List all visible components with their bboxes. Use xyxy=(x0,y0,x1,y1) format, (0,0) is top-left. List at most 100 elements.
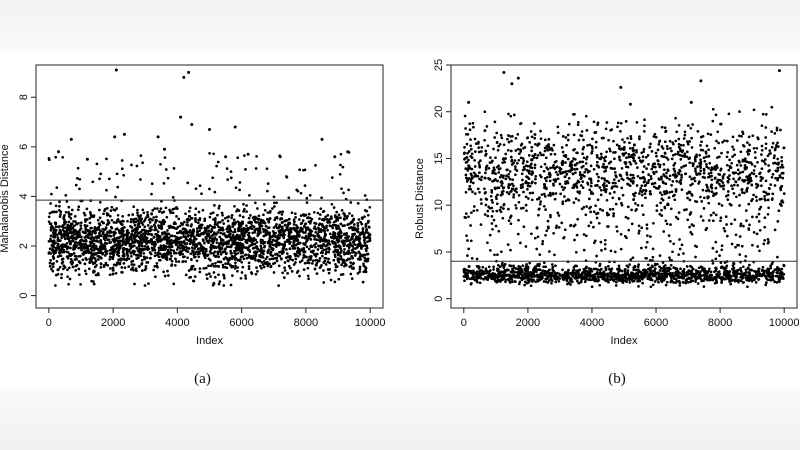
data-point xyxy=(153,225,157,229)
data-point xyxy=(487,270,491,274)
data-point xyxy=(71,265,75,269)
data-point xyxy=(111,238,115,241)
data-point xyxy=(699,169,703,173)
data-point xyxy=(117,229,121,232)
data-point xyxy=(338,254,342,257)
data-point xyxy=(175,231,179,235)
data-point xyxy=(488,233,492,237)
data-point xyxy=(260,246,263,250)
data-point xyxy=(708,161,712,165)
data-point xyxy=(55,247,58,250)
data-point xyxy=(136,211,139,215)
data-point xyxy=(157,246,161,250)
data-point xyxy=(575,184,578,188)
data-point xyxy=(663,192,667,196)
data-point xyxy=(86,249,90,253)
data-point xyxy=(468,185,472,188)
data-point xyxy=(605,121,609,124)
data-point xyxy=(141,161,144,165)
data-point xyxy=(640,226,644,230)
data-point xyxy=(647,179,651,182)
data-point xyxy=(525,175,528,178)
data-point xyxy=(760,167,764,171)
data-point xyxy=(510,139,513,143)
data-point xyxy=(514,165,517,168)
data-point xyxy=(182,245,185,248)
data-point xyxy=(290,211,294,215)
data-point xyxy=(206,253,210,257)
data-point xyxy=(652,165,655,169)
data-point xyxy=(126,253,130,257)
data-point xyxy=(63,220,66,224)
data-point xyxy=(642,188,645,192)
data-point xyxy=(586,183,590,186)
data-point xyxy=(761,265,765,269)
data-point xyxy=(70,208,74,212)
data-point xyxy=(111,269,115,272)
data-point xyxy=(729,282,733,286)
data-point xyxy=(745,175,748,179)
data-point xyxy=(135,230,139,234)
data-point xyxy=(73,215,77,218)
data-point xyxy=(508,216,512,219)
data-point xyxy=(319,265,322,269)
data-point xyxy=(90,214,93,218)
data-point xyxy=(102,237,106,241)
plot-frame xyxy=(450,64,798,309)
data-point xyxy=(334,269,337,272)
data-point xyxy=(199,232,202,236)
data-point xyxy=(192,253,196,257)
data-point xyxy=(88,257,91,261)
data-point xyxy=(649,175,653,178)
data-point xyxy=(247,234,250,237)
data-point xyxy=(674,152,677,156)
data-point xyxy=(557,214,561,217)
data-point xyxy=(208,215,212,219)
data-point xyxy=(244,274,247,277)
data-point xyxy=(247,265,251,268)
data-point xyxy=(728,280,731,283)
data-point xyxy=(271,254,275,258)
data-point xyxy=(248,255,252,258)
data-point xyxy=(251,231,255,235)
data-point xyxy=(54,225,58,229)
data-point xyxy=(134,217,138,221)
data-point xyxy=(85,258,88,261)
data-point xyxy=(266,240,270,244)
data-point xyxy=(120,223,124,226)
data-point xyxy=(135,257,139,260)
data-point xyxy=(335,238,339,242)
data-point xyxy=(685,192,689,195)
data-point xyxy=(347,245,351,249)
data-point xyxy=(230,216,233,220)
data-point xyxy=(628,141,631,145)
data-point xyxy=(651,255,655,259)
data-point xyxy=(187,233,190,237)
data-point xyxy=(194,237,198,241)
data-point xyxy=(533,166,537,170)
data-point xyxy=(74,255,78,258)
data-point xyxy=(327,246,331,250)
data-point xyxy=(284,256,288,259)
data-point xyxy=(249,214,252,217)
data-point xyxy=(69,257,73,261)
data-point xyxy=(543,149,547,153)
data-point xyxy=(183,230,187,234)
data-point xyxy=(292,243,296,247)
data-point xyxy=(237,228,241,232)
data-point xyxy=(150,192,153,196)
data-point xyxy=(207,272,211,276)
data-point xyxy=(575,181,579,185)
data-point xyxy=(359,220,362,224)
data-point xyxy=(125,231,129,235)
data-point xyxy=(332,231,335,234)
data-point xyxy=(508,170,512,173)
data-point xyxy=(591,147,594,150)
data-point xyxy=(598,208,602,211)
data-point xyxy=(78,242,82,246)
data-point xyxy=(546,226,550,230)
data-point xyxy=(553,197,557,201)
data-point xyxy=(573,223,577,227)
data-point xyxy=(738,253,742,256)
data-point xyxy=(143,244,147,248)
